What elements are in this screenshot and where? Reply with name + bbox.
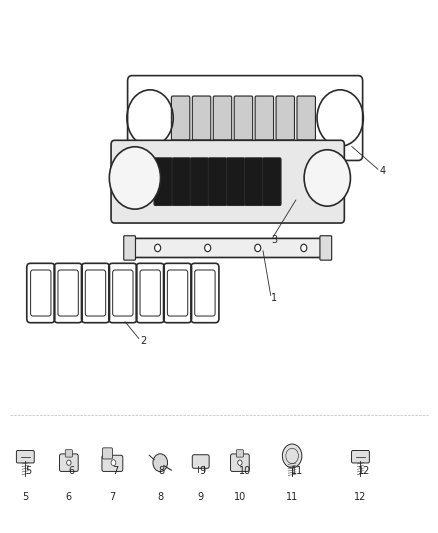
Text: 6: 6 [66,492,72,502]
Circle shape [283,444,302,468]
FancyBboxPatch shape [126,238,329,257]
Text: 10: 10 [239,466,251,475]
FancyBboxPatch shape [276,96,294,140]
Circle shape [153,454,168,472]
Text: 5: 5 [22,492,28,502]
Text: 1: 1 [271,293,277,303]
Text: 11: 11 [291,466,303,475]
Circle shape [111,460,116,466]
Text: 7: 7 [109,492,116,502]
FancyBboxPatch shape [111,140,344,223]
FancyBboxPatch shape [230,454,249,471]
Circle shape [67,460,71,465]
Text: 6: 6 [69,466,75,475]
Text: 2: 2 [141,336,147,346]
FancyBboxPatch shape [297,96,315,140]
FancyBboxPatch shape [226,158,245,206]
FancyBboxPatch shape [255,96,274,140]
Circle shape [238,460,242,465]
FancyBboxPatch shape [171,96,190,140]
FancyBboxPatch shape [236,450,244,457]
Circle shape [155,244,161,252]
Text: 3: 3 [271,235,277,245]
FancyBboxPatch shape [102,455,123,471]
Text: 8: 8 [157,492,163,502]
FancyBboxPatch shape [352,450,369,463]
FancyBboxPatch shape [192,455,209,469]
Text: 8: 8 [158,466,164,475]
FancyBboxPatch shape [172,158,191,206]
FancyBboxPatch shape [208,158,227,206]
Circle shape [304,150,350,206]
Text: 10: 10 [234,492,246,502]
FancyBboxPatch shape [154,158,173,206]
Text: 9: 9 [199,466,205,475]
Text: 12: 12 [354,492,367,502]
FancyBboxPatch shape [234,96,253,140]
Circle shape [254,244,261,252]
FancyBboxPatch shape [263,158,281,206]
Circle shape [301,244,307,252]
FancyBboxPatch shape [244,158,263,206]
FancyBboxPatch shape [320,236,332,260]
Text: 11: 11 [286,492,298,502]
FancyBboxPatch shape [190,158,208,206]
Text: 9: 9 [198,492,204,502]
Circle shape [205,244,211,252]
FancyBboxPatch shape [65,450,72,457]
Circle shape [110,147,160,209]
Text: 12: 12 [358,466,371,475]
FancyBboxPatch shape [60,454,78,471]
Text: 7: 7 [113,466,119,475]
Text: 5: 5 [25,466,32,475]
Text: 4: 4 [380,166,386,176]
FancyBboxPatch shape [192,96,211,140]
FancyBboxPatch shape [16,450,34,463]
FancyBboxPatch shape [102,448,113,459]
FancyBboxPatch shape [124,236,135,260]
FancyBboxPatch shape [213,96,232,140]
